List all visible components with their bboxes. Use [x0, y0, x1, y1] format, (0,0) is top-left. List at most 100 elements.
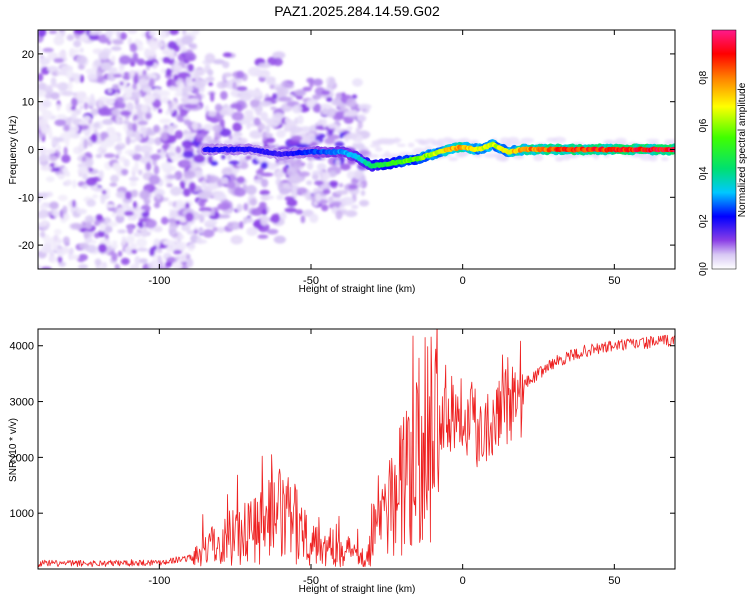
- spectrogram-blob: [72, 179, 77, 189]
- spectrogram-blob: [284, 196, 295, 201]
- spectrogram-blob: [132, 122, 138, 133]
- spectrogram-blob: [175, 220, 181, 225]
- spectrogram-blob: [254, 71, 268, 78]
- spectrogram-blob: [105, 203, 115, 209]
- spectrogram-blob: [73, 48, 80, 54]
- spectrogram-blob: [249, 99, 260, 108]
- spectrogram-blob: [185, 212, 194, 222]
- spectrogram-blob: [77, 166, 89, 177]
- spectrogram-blob: [407, 142, 415, 148]
- spectrogram-blob: [71, 72, 81, 80]
- spectrogram-blob: [139, 144, 152, 154]
- spectrogram-blob: [89, 31, 98, 36]
- spectrogram-blob: [182, 188, 191, 197]
- spectrogram-blob: [295, 209, 304, 215]
- spectrogram-blob: [75, 54, 87, 65]
- spectrogram-blob: [344, 210, 358, 218]
- spectrogram-blob: [66, 34, 75, 41]
- spectrogram-blob: [326, 97, 333, 103]
- spectrogram-blob: [431, 140, 444, 145]
- spectrogram-blob: [222, 52, 233, 58]
- spectrogram-blob: [95, 153, 103, 159]
- spectrogram-blob: [121, 235, 127, 246]
- spectrogram-blob: [231, 77, 244, 82]
- spectrogram-blob: [228, 160, 240, 165]
- ridge-core: [672, 147, 675, 153]
- spectrogram-blob: [140, 227, 148, 238]
- spectrogram-blob: [38, 73, 44, 82]
- spectrogram-blob: [245, 185, 257, 195]
- spectrogram-blob: [38, 89, 47, 98]
- spectrogram-blob: [120, 257, 130, 266]
- spectrogram-blob: [134, 255, 141, 266]
- spectrogram-blob: [38, 192, 41, 197]
- spectrogram-blob: [267, 163, 277, 171]
- spectrogram-blob: [83, 115, 91, 121]
- spectrogram-blob: [114, 144, 123, 151]
- spectrogram-blob: [138, 78, 148, 86]
- snr-x-tick-label: -100: [148, 575, 170, 587]
- spectrogram-blob: [54, 119, 67, 127]
- spectrogram-blob: [124, 149, 136, 155]
- spectrogram-blob: [198, 199, 206, 208]
- spectrogram-blob: [139, 258, 148, 264]
- spectrogram-blob: [216, 81, 228, 89]
- spectrogram-blob: [313, 78, 323, 87]
- spectrogram-blob: [221, 154, 226, 160]
- spectrogram-blob: [371, 140, 384, 145]
- spectrogram-blob: [282, 166, 288, 174]
- spectrogram-blob: [42, 47, 54, 53]
- spectrogram-blob: [253, 117, 261, 126]
- spectrogram-blob: [61, 90, 74, 97]
- spectrogram-blob: [119, 32, 128, 40]
- spectrogram-blob: [66, 171, 71, 177]
- spectrogram-blob: [158, 90, 171, 97]
- spectrogram-blob: [418, 139, 427, 145]
- spectrogram-blob: [90, 93, 95, 103]
- spectrogram-blob: [125, 235, 135, 245]
- snr-x-axis-label: Height of straight line (km): [299, 584, 416, 595]
- spectrogram-blob: [84, 221, 93, 230]
- spectrogram-blob: [60, 31, 66, 37]
- snr-frame: [37, 328, 676, 570]
- spectrogram-blob: [276, 194, 284, 200]
- spectrogram-blob: [144, 48, 151, 59]
- spectrogram-blob: [305, 99, 316, 108]
- spectrogram-blob: [76, 208, 87, 215]
- spectrogram-blob: [257, 123, 266, 131]
- spectrogram-blob: [346, 125, 353, 132]
- spectrogram-blob: [52, 210, 60, 218]
- spectrogram-blob: [171, 243, 177, 253]
- spectrogram-blob: [505, 141, 517, 146]
- spectrogram-blob: [125, 135, 131, 146]
- spectrogram-blob: [155, 193, 162, 200]
- spectrogram-blob: [51, 235, 61, 244]
- spectrogram-blob: [182, 177, 188, 183]
- spectrogram-blob: [93, 122, 100, 129]
- spectrogram-blob: [90, 108, 100, 115]
- spectrogram-blob: [369, 143, 381, 148]
- spectrogram-blob: [100, 195, 106, 204]
- snr-x-tick-label: 0: [460, 575, 466, 587]
- spectrogram-blob: [72, 119, 81, 124]
- spectrogram-blob: [103, 98, 116, 105]
- spectrogram-blob: [335, 210, 343, 220]
- spectrogram-blob: [194, 133, 207, 139]
- spectrogram-blob: [309, 78, 314, 88]
- spectrogram-blob: [552, 136, 567, 144]
- spectrogram-blob: [132, 201, 138, 209]
- spectrogram-blob: [360, 189, 366, 196]
- spectrogram-blob: [179, 81, 185, 89]
- spectrogram-blob: [249, 130, 263, 139]
- spectrogram-blob: [335, 158, 341, 167]
- spectrogram-blob: [245, 217, 254, 224]
- spectrogram-blob: [134, 134, 142, 142]
- spectrogram-blob: [232, 81, 237, 90]
- spectrogram-blob: [554, 156, 564, 162]
- spectrogram-blob: [359, 199, 370, 207]
- spectrogram-blob: [355, 127, 360, 135]
- spectrogram-blob: [153, 165, 160, 175]
- spectrogram-blob: [179, 179, 186, 190]
- spectrogram-blob: [69, 254, 80, 260]
- spectrogram-blob: [186, 223, 191, 228]
